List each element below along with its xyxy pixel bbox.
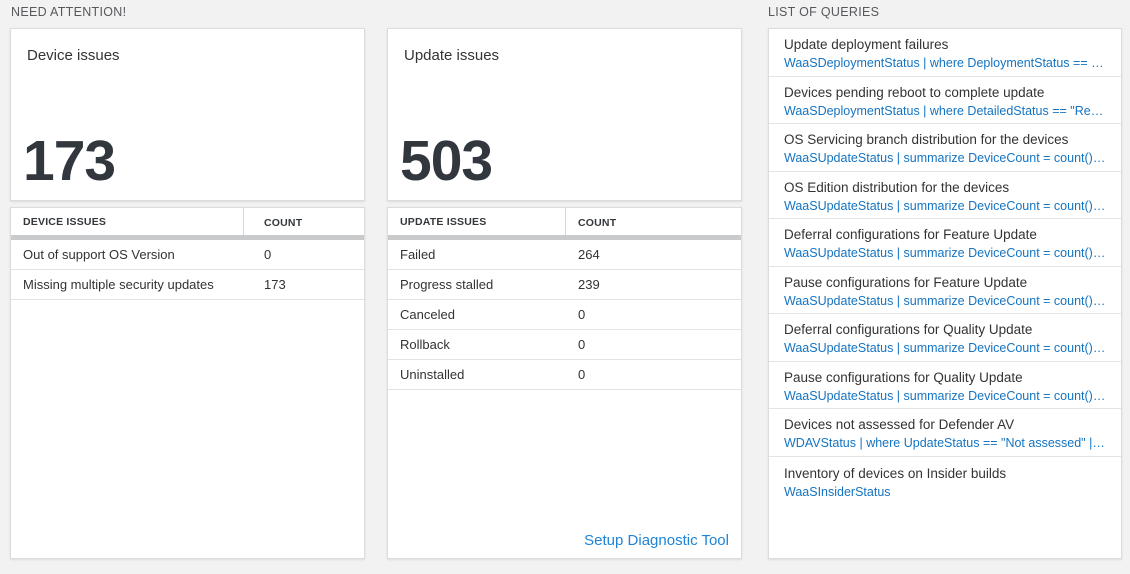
row-label: Rollback: [400, 337, 450, 352]
query-text: WaaSUpdateStatus | summarize DeviceCount…: [784, 246, 1107, 260]
row-label: Progress stalled: [400, 277, 494, 292]
need-attention-section-label: NEED ATTENTION!: [11, 5, 127, 19]
query-text: WaaSDeploymentStatus | where DetailedSta…: [784, 103, 1107, 118]
row-count: 173: [264, 277, 286, 292]
row-count: 0: [578, 367, 586, 382]
row-label: Missing multiple security updates: [23, 277, 214, 292]
list-of-queries-section-label: LIST OF QUERIES: [768, 5, 880, 19]
row-count: 239: [578, 277, 600, 292]
query-title: Devices pending reboot to complete updat…: [784, 84, 1045, 100]
update-issues-column-header: UPDATE ISSUES: [400, 215, 487, 228]
query-text: WaaSUpdateStatus | summarize DeviceCount…: [784, 293, 1107, 308]
query-item[interactable]: Pause configurations for Feature Update …: [769, 267, 1121, 314]
row-count: 264: [578, 247, 600, 262]
query-list: Update deployment failures WaaSDeploymen…: [768, 28, 1122, 559]
device-issues-table: DEVICE ISSUES COUNT Out of support OS Ve…: [10, 207, 365, 559]
query-text: WDAVStatus | where UpdateStatus == "Not …: [784, 436, 1107, 450]
query-item[interactable]: Devices not assessed for Defender AV WDA…: [769, 409, 1121, 457]
device-issues-tile[interactable]: Device issues 173: [10, 28, 365, 201]
query-item[interactable]: OS Servicing branch distribution for the…: [769, 124, 1121, 172]
query-text: WaaSUpdateStatus | summarize DeviceCount…: [784, 198, 1107, 213]
update-table-header-cell: UPDATE ISSUES: [388, 208, 566, 235]
query-text: WaaSUpdateStatus | summarize DeviceCount…: [784, 341, 1107, 355]
query-title: Pause configurations for Feature Update: [784, 274, 1028, 290]
device-table-header-cell: DEVICE ISSUES: [11, 208, 244, 235]
query-item[interactable]: Pause configurations for Quality Update …: [769, 362, 1121, 409]
update-table-header-cell: COUNT: [566, 213, 741, 231]
device-issues-count: 173: [23, 129, 116, 193]
device-issues-title: Device issues: [27, 47, 120, 64]
query-item[interactable]: Devices pending reboot to complete updat…: [769, 77, 1121, 124]
update-issues-count: 503: [400, 129, 493, 193]
update-table-header: UPDATE ISSUES COUNT: [388, 208, 741, 235]
query-text: WaaSUpdateStatus | summarize DeviceCount…: [784, 388, 1107, 403]
update-issues-table: UPDATE ISSUES COUNT Failed 264 Progress …: [387, 207, 742, 559]
table-row[interactable]: Canceled 0: [388, 300, 741, 330]
query-title: OS Servicing branch distribution for the…: [784, 132, 1069, 147]
query-item[interactable]: Inventory of devices on Insider builds W…: [769, 457, 1121, 559]
row-label: Uninstalled: [400, 367, 465, 382]
setup-diagnostic-tool-link[interactable]: Setup Diagnostic Tool: [584, 532, 729, 549]
query-title: OS Edition distribution for the devices: [784, 179, 1010, 195]
update-issues-tile[interactable]: Update issues 503: [387, 28, 742, 201]
table-row[interactable]: Uninstalled 0: [388, 360, 741, 390]
device-issues-column-header: DEVICE ISSUES: [23, 215, 107, 228]
table-row[interactable]: Rollback 0: [388, 330, 741, 360]
row-label: Out of support OS Version: [23, 247, 175, 262]
query-title: Devices not assessed for Defender AV: [784, 417, 1015, 432]
query-item[interactable]: OS Edition distribution for the devices …: [769, 172, 1121, 219]
table-row[interactable]: Failed 264: [388, 240, 741, 270]
table-row[interactable]: Progress stalled 239: [388, 270, 741, 300]
query-item[interactable]: Update deployment failures WaaSDeploymen…: [769, 29, 1121, 77]
header-separator-bar: [11, 235, 364, 240]
table-row[interactable]: Out of support OS Version 0: [11, 240, 364, 270]
count-column-header: COUNT: [264, 216, 303, 229]
query-title: Update deployment failures: [784, 37, 949, 52]
table-row[interactable]: Missing multiple security updates 173: [11, 270, 364, 300]
row-count: 0: [578, 337, 586, 352]
device-table-header: DEVICE ISSUES COUNT: [11, 208, 364, 235]
device-table-header-cell: COUNT: [244, 213, 364, 231]
row-label: Failed: [400, 247, 436, 262]
update-issues-title: Update issues: [404, 47, 500, 64]
query-text: WaaSUpdateStatus | summarize DeviceCount…: [784, 151, 1107, 165]
query-title: Pause configurations for Quality Update: [784, 369, 1023, 385]
row-count: 0: [578, 307, 586, 322]
query-title: Deferral configurations for Quality Upda…: [784, 322, 1033, 337]
row-count: 0: [264, 247, 272, 262]
header-separator-bar: [388, 235, 741, 240]
query-item[interactable]: Deferral configurations for Quality Upda…: [769, 314, 1121, 362]
count-column-header: COUNT: [578, 216, 617, 229]
query-title: Inventory of devices on Insider builds: [784, 465, 1007, 481]
query-text: WaaSInsiderStatus: [784, 484, 891, 499]
query-title: Deferral configurations for Feature Upda…: [784, 227, 1037, 242]
row-label: Canceled: [400, 307, 455, 322]
query-item[interactable]: Deferral configurations for Feature Upda…: [769, 219, 1121, 267]
query-text: WaaSDeploymentStatus | where DeploymentS…: [784, 56, 1107, 70]
